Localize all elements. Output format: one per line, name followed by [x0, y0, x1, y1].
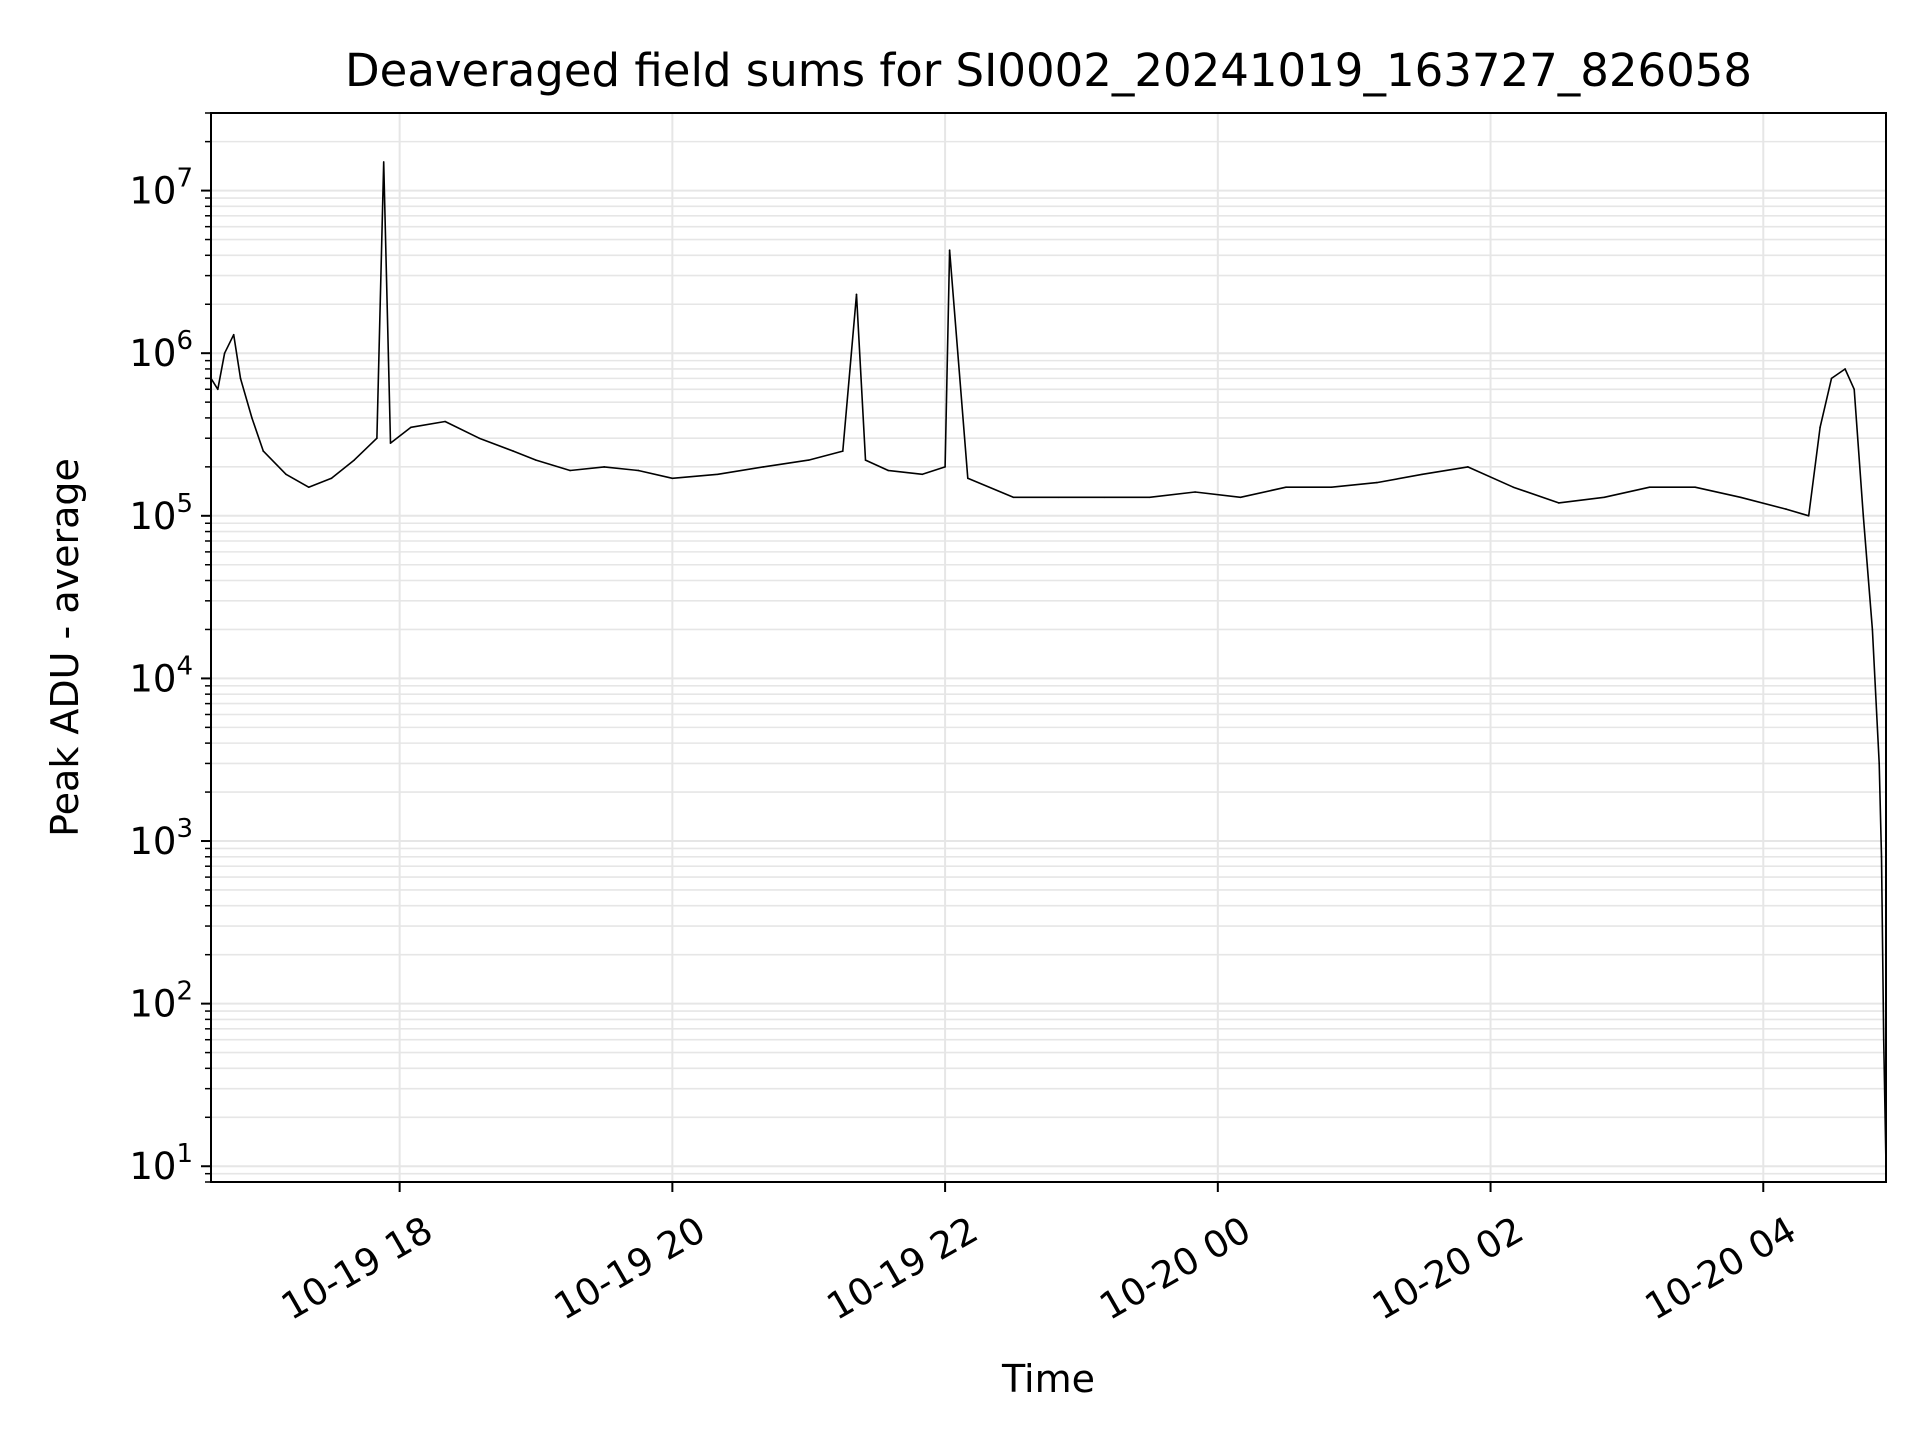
data-point [1285, 486, 1287, 488]
data-point [1853, 388, 1855, 391]
y-axis-label: Peak ADU - average [43, 458, 87, 837]
y-tick-exponent: 5 [176, 489, 193, 519]
y-tick-label: 106 [129, 326, 193, 375]
y-tick-base: 10 [129, 332, 176, 375]
data-point [1871, 628, 1874, 631]
grid [211, 112, 1886, 1183]
data-point [1785, 508, 1787, 510]
y-tick-base: 10 [129, 495, 176, 538]
data-point [1694, 486, 1696, 488]
data-point [285, 473, 287, 476]
data-point [262, 450, 265, 452]
data-point [376, 437, 378, 440]
y-tick-base: 10 [129, 170, 176, 213]
data-point [1878, 762, 1880, 765]
data-point [1330, 486, 1333, 488]
plot-area [210, 161, 1887, 1168]
data-point [1194, 491, 1196, 493]
y-tick-exponent: 7 [176, 164, 193, 194]
data-point [1512, 486, 1515, 488]
data-point [1148, 496, 1151, 499]
data-point [1376, 481, 1378, 484]
data-point [603, 466, 605, 468]
y-tick-base: 10 [129, 820, 176, 863]
y-tick-label: 103 [129, 814, 193, 863]
y-tick-label: 102 [129, 977, 193, 1026]
data-point [1882, 1038, 1885, 1041]
data-point [944, 466, 946, 468]
y-tick-base: 10 [129, 1145, 176, 1188]
data-point [239, 377, 242, 380]
data-point [512, 450, 515, 452]
data-point [1862, 515, 1865, 517]
data-point [855, 293, 858, 296]
x-axis-label: Time [1001, 1357, 1095, 1401]
data-point [1819, 426, 1821, 429]
data-point [1467, 466, 1469, 468]
data-point [251, 417, 253, 419]
data-point [389, 442, 392, 444]
data-point [842, 450, 844, 452]
data-point [1844, 368, 1846, 370]
data-point [1603, 496, 1605, 499]
data-point [921, 473, 924, 476]
data-point [762, 466, 765, 468]
data-point [330, 477, 333, 480]
chart-title: Deaveraged field sums for SI0002_2024101… [345, 44, 1752, 97]
y-tick-exponent: 1 [176, 1139, 193, 1169]
data-point [307, 486, 310, 488]
y-tick-exponent: 2 [176, 977, 193, 1007]
y-tick-label: 101 [129, 1139, 193, 1188]
data-point [444, 420, 446, 423]
data-point [1830, 377, 1833, 380]
data-point [1880, 855, 1883, 858]
data-point [1239, 496, 1242, 499]
y-tick-label: 107 [129, 164, 193, 213]
y-tick-base: 10 [129, 983, 176, 1026]
data-point [535, 459, 537, 461]
data-point [232, 333, 235, 336]
y-tick-base: 10 [129, 657, 176, 700]
data-point [1057, 496, 1060, 499]
data-point [717, 473, 719, 476]
data-point [864, 459, 867, 461]
data-point [1012, 496, 1015, 499]
data-point [1557, 502, 1560, 504]
data-point [1421, 473, 1424, 476]
data-point [637, 469, 640, 472]
plot-frame [210, 112, 1887, 1183]
data-point [223, 352, 226, 354]
data-point [353, 459, 355, 461]
data-point [948, 249, 951, 251]
y-tick-exponent: 4 [176, 651, 193, 681]
data-point [887, 469, 890, 472]
data-point [1739, 496, 1742, 499]
y-tick-label: 105 [129, 489, 193, 538]
data-point [382, 161, 385, 163]
data-point [1103, 496, 1105, 499]
data-point [1807, 515, 1810, 517]
y-tick-label: 104 [129, 651, 193, 700]
data-point [967, 477, 969, 480]
data-point [671, 477, 674, 480]
data-point [807, 459, 810, 461]
data-point [569, 469, 571, 472]
data-point [410, 426, 412, 429]
data-point [217, 388, 219, 391]
data-point [478, 437, 480, 440]
y-tick-exponent: 6 [176, 326, 193, 356]
y-tick-exponent: 3 [176, 814, 193, 844]
data-point [1648, 486, 1651, 488]
